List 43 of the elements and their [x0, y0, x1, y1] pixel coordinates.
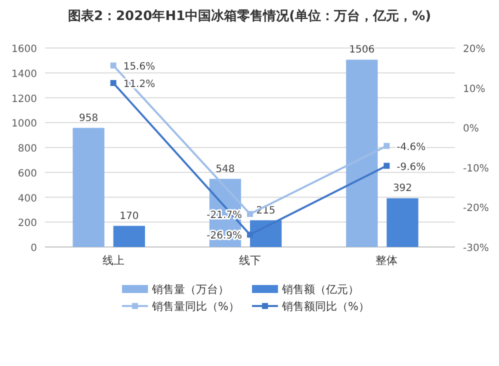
point	[384, 162, 390, 169]
y-tick-label: 1600	[12, 44, 37, 55]
legend-label: 销售额（亿元）	[281, 283, 359, 296]
data-label: 11.2%	[123, 79, 156, 90]
y-tick-label: 1000	[12, 118, 37, 130]
x-tick-label: 线下	[239, 254, 261, 267]
y2-tick-label: 10%	[463, 84, 486, 95]
y2-tick-label: 20%	[463, 44, 486, 55]
y-tick-label: 0	[30, 243, 37, 254]
data-label: -4.6%	[396, 142, 426, 153]
y2-tick-label: -10%	[463, 163, 489, 174]
chart-title: 图表2：2020年H1中国冰箱零售情况(单位：万台，亿元，%)	[68, 8, 432, 24]
y2-tick-label: 0%	[463, 124, 479, 135]
data-label: 392	[392, 183, 412, 194]
legend-label: 销售额同比（%）	[281, 300, 370, 313]
data-label: 958	[79, 112, 98, 124]
data-label: -9.6%	[396, 162, 426, 173]
x-tick-label: 线上	[102, 254, 124, 267]
point	[110, 62, 116, 69]
point	[247, 232, 253, 238]
y-tick-label: 1400	[12, 68, 37, 80]
legend-label: 销售量（万台）	[151, 283, 229, 296]
bar	[72, 128, 104, 247]
legend-label: 销售量同比（%）	[151, 300, 240, 313]
y-tick-label: 200	[18, 218, 37, 230]
point	[384, 142, 390, 149]
bar	[113, 226, 145, 247]
bar	[250, 220, 282, 247]
y-tick-label: 800	[18, 144, 37, 154]
point	[110, 80, 116, 86]
bar	[346, 60, 378, 247]
y-tick-label: 400	[18, 193, 37, 204]
point	[247, 210, 253, 217]
data-label: 170	[120, 210, 139, 222]
data-label: 1506	[349, 44, 375, 56]
bar	[386, 198, 418, 247]
y-tick-label: 600	[18, 168, 37, 180]
data-label: 548	[216, 164, 235, 175]
data-label: 15.6%	[123, 62, 156, 73]
y2-tick-label: -20%	[463, 203, 489, 214]
y2-tick-label: -30%	[463, 243, 489, 254]
x-tick-label: 整体	[376, 254, 398, 267]
y-tick-label: 1200	[12, 94, 37, 105]
